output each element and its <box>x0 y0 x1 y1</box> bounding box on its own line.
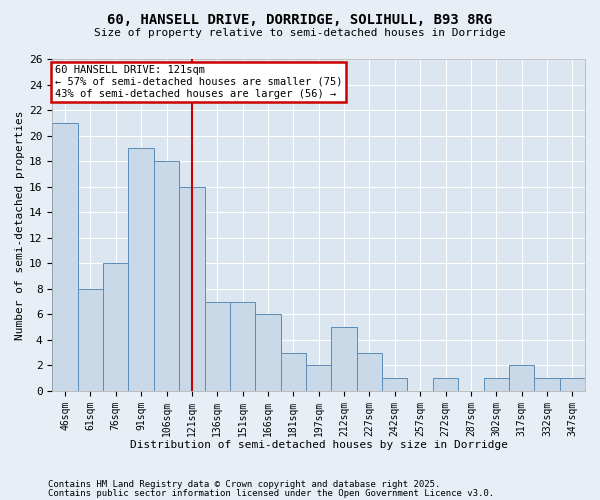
Bar <box>230 302 255 391</box>
Bar <box>103 263 128 391</box>
Bar <box>484 378 509 391</box>
Y-axis label: Number of semi-detached properties: Number of semi-detached properties <box>15 110 25 340</box>
Bar <box>52 123 78 391</box>
X-axis label: Distribution of semi-detached houses by size in Dorridge: Distribution of semi-detached houses by … <box>130 440 508 450</box>
Bar <box>433 378 458 391</box>
Text: Contains public sector information licensed under the Open Government Licence v3: Contains public sector information licen… <box>48 488 494 498</box>
Text: 60 HANSELL DRIVE: 121sqm
← 57% of semi-detached houses are smaller (75)
43% of s: 60 HANSELL DRIVE: 121sqm ← 57% of semi-d… <box>55 66 343 98</box>
Bar <box>560 378 585 391</box>
Bar <box>382 378 407 391</box>
Bar <box>357 352 382 391</box>
Bar <box>128 148 154 391</box>
Bar <box>179 186 205 391</box>
Bar <box>205 302 230 391</box>
Bar <box>306 366 331 391</box>
Bar <box>509 366 534 391</box>
Bar <box>154 161 179 391</box>
Text: Contains HM Land Registry data © Crown copyright and database right 2025.: Contains HM Land Registry data © Crown c… <box>48 480 440 489</box>
Bar <box>534 378 560 391</box>
Bar <box>331 327 357 391</box>
Bar <box>281 352 306 391</box>
Text: Size of property relative to semi-detached houses in Dorridge: Size of property relative to semi-detach… <box>94 28 506 38</box>
Bar <box>255 314 281 391</box>
Text: 60, HANSELL DRIVE, DORRIDGE, SOLIHULL, B93 8RG: 60, HANSELL DRIVE, DORRIDGE, SOLIHULL, B… <box>107 12 493 26</box>
Bar <box>78 289 103 391</box>
